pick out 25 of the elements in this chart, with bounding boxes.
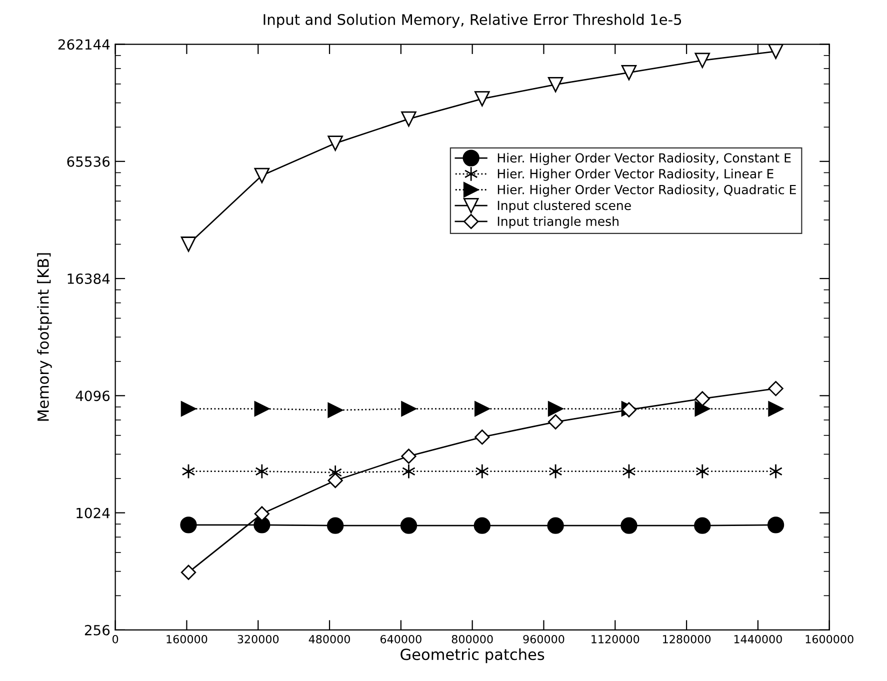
y-tick-label: 65536 <box>67 156 110 167</box>
legend-label: Input clustered scene <box>498 200 631 213</box>
y-axis-title: Memory footprint [KB] <box>37 253 52 421</box>
y-tick-label: 16384 <box>68 274 110 284</box>
x-axis-title: Geometric patches <box>400 648 544 664</box>
x-tick-label: 320000 <box>238 634 279 644</box>
x-tick-label: 640000 <box>380 634 422 644</box>
legend-label: Hier. Higher Order Vector Radiosity, Quadratic E <box>498 184 796 197</box>
x-tick-label: 1440000 <box>734 634 782 644</box>
x-tick-label: 480000 <box>308 634 350 644</box>
x-tick-label: 0 <box>112 634 118 644</box>
x-tick-label: 960000 <box>523 634 564 644</box>
x-tick-label: 1600000 <box>806 634 854 644</box>
y-tick-label: 4096 <box>76 390 110 402</box>
x-tick-label: 1120000 <box>592 634 640 644</box>
x-tick-label: 160000 <box>166 634 208 644</box>
y-tick-label: 262144 <box>58 39 110 50</box>
y-tick-label: 1024 <box>76 508 110 518</box>
legend-label: Hier. Higher Order Vector Radiosity, Constant E <box>498 152 791 166</box>
x-tick-label: 800000 <box>452 634 493 644</box>
legend-label: Hier. Higher Order Vector Radiosity, Linear E <box>498 168 774 181</box>
chart-title: Input and Solution Memory, Relative Error Threshold 1e-5 <box>264 14 682 28</box>
y-tick-label: 256 <box>84 624 110 636</box>
x-tick-label: 1280000 <box>663 634 711 644</box>
legend-label: Input triangle mesh <box>498 216 618 228</box>
